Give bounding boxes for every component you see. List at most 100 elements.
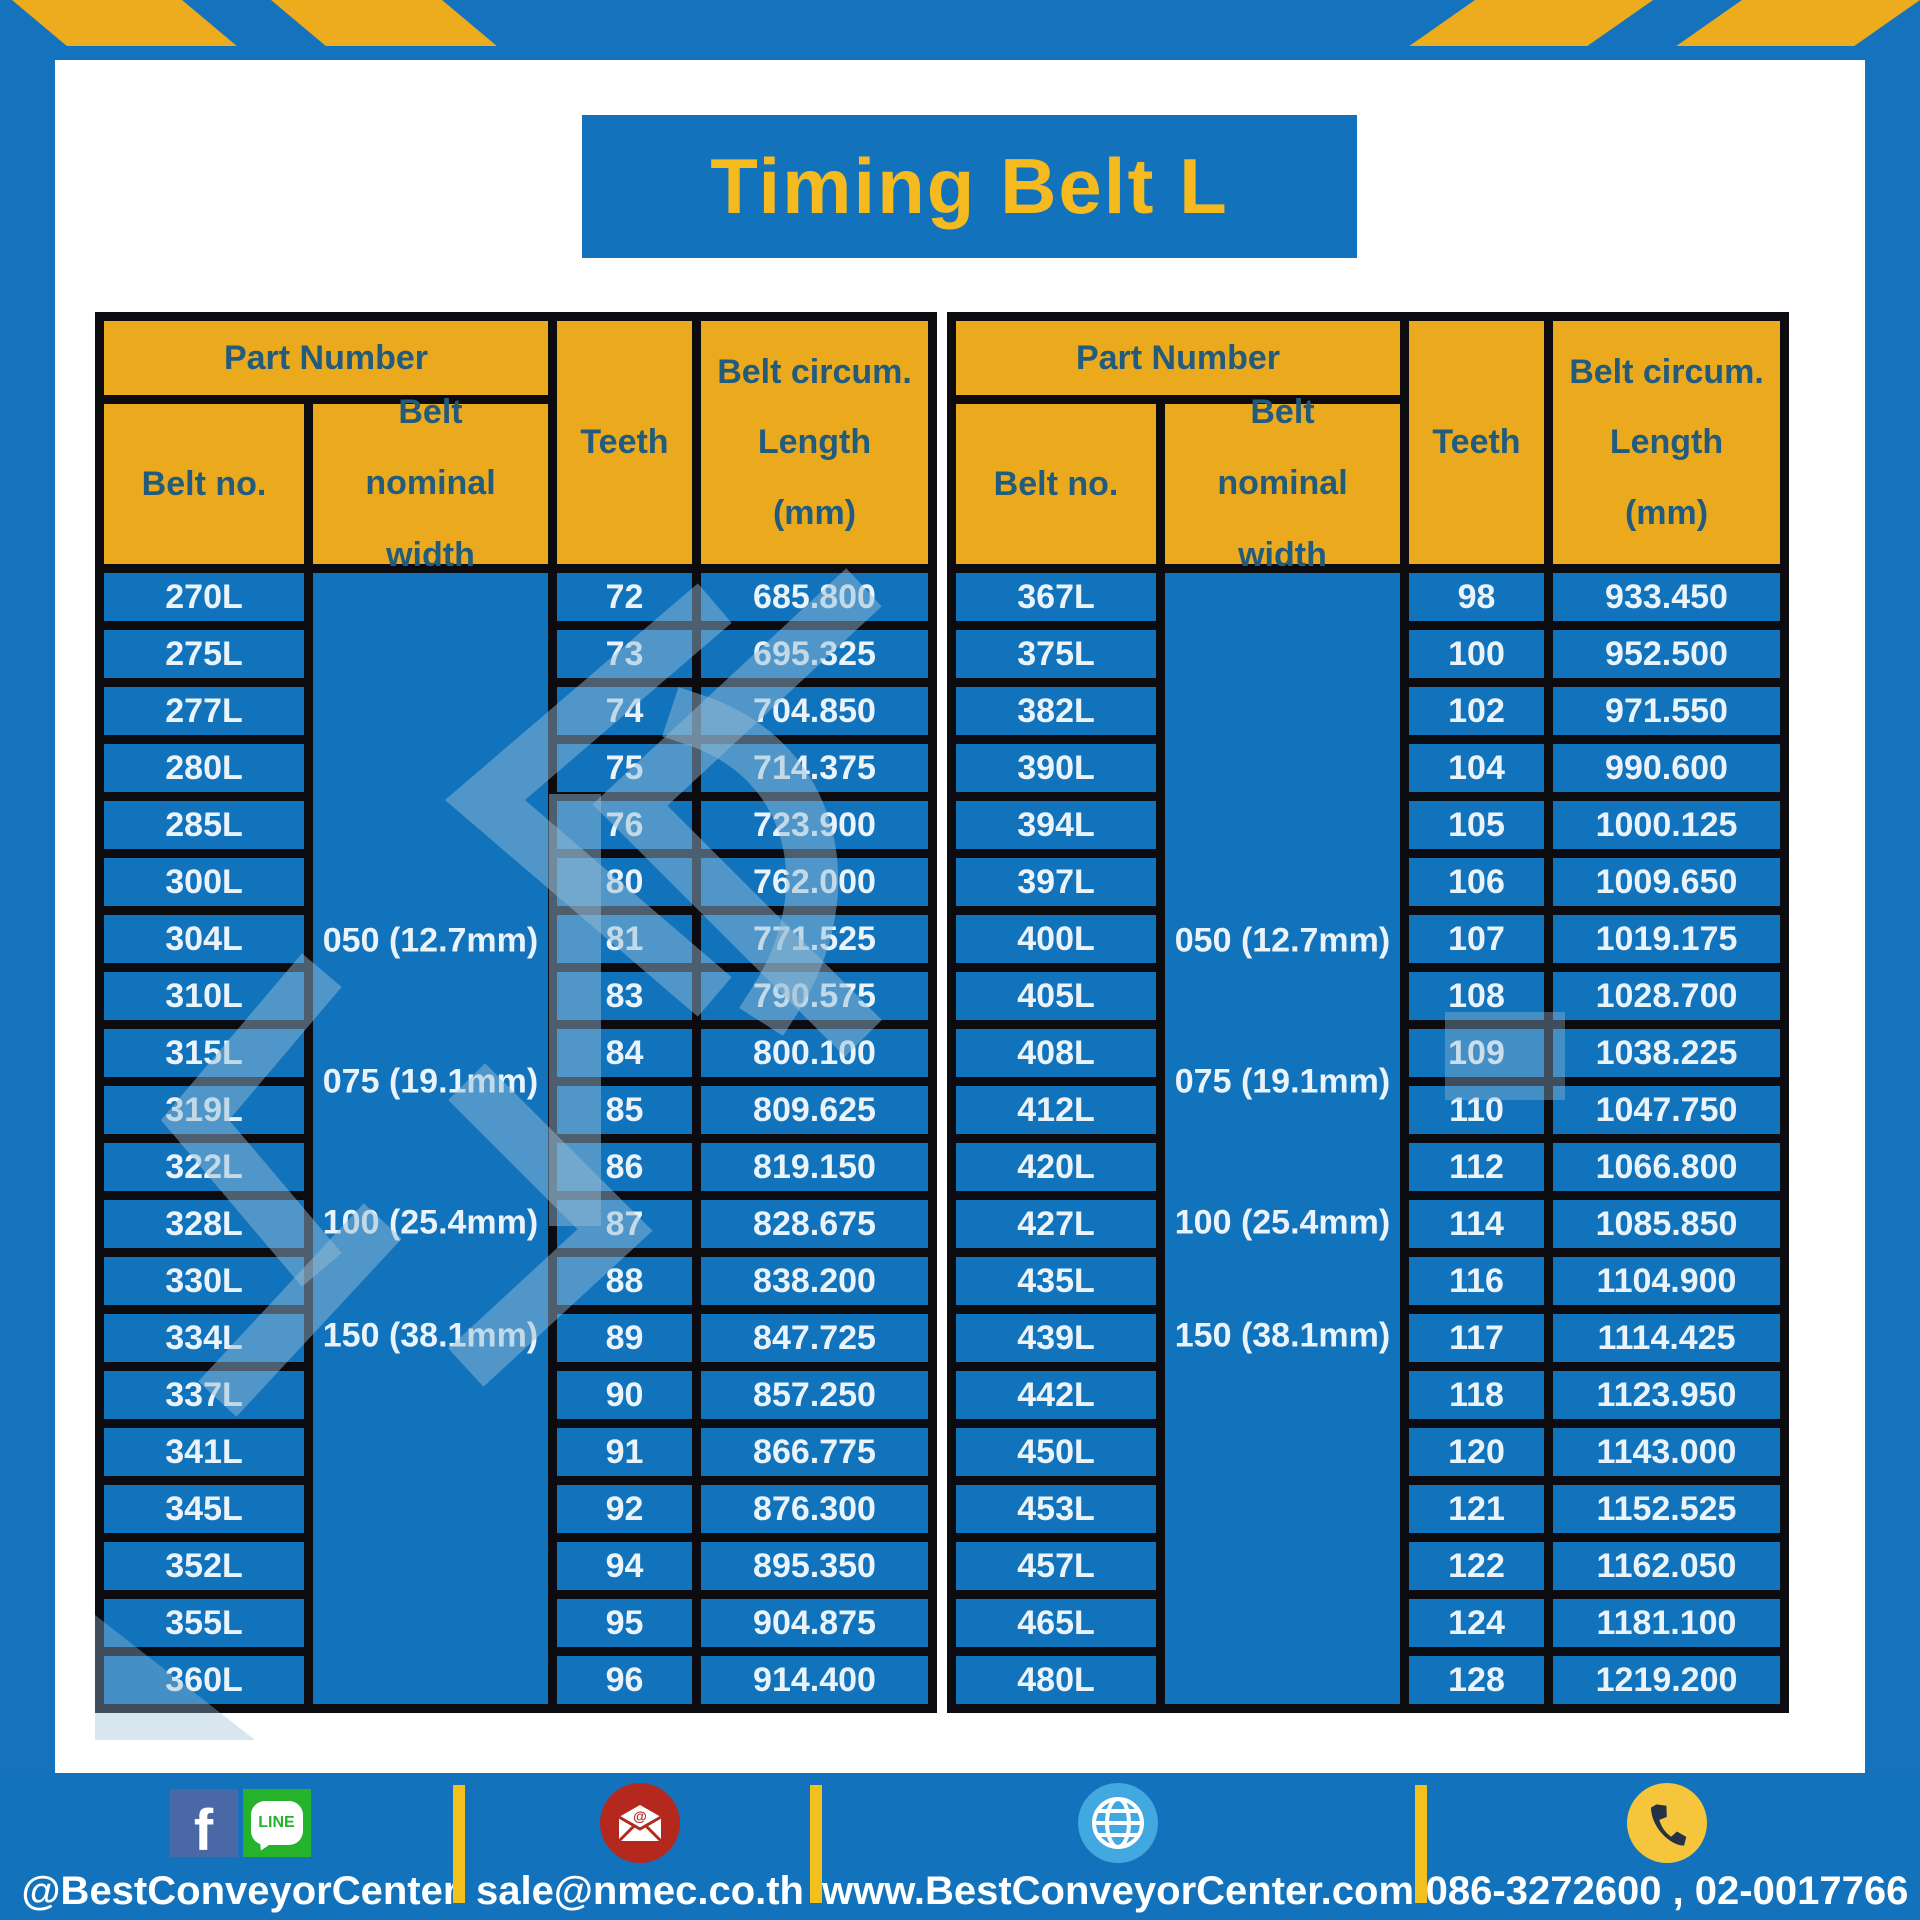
belt-width-value: 075 (19.1mm) xyxy=(322,1062,539,1101)
length-cell: 990.600 xyxy=(1553,744,1780,792)
belt-no-cell: 337L xyxy=(104,1371,304,1419)
belt-no-cell: 352L xyxy=(104,1542,304,1590)
header-part-number: Part Number xyxy=(956,321,1400,395)
teeth-cell: 102 xyxy=(1409,687,1544,735)
line-bubble-text: LINE xyxy=(250,1801,303,1845)
length-cell: 1009.650 xyxy=(1553,858,1780,906)
teeth-cell: 85 xyxy=(557,1086,692,1134)
email-icon: @ xyxy=(600,1783,680,1863)
teeth-cell: 122 xyxy=(1409,1542,1544,1590)
belt-no-cell: 390L xyxy=(956,744,1156,792)
belt-no-cell: 382L xyxy=(956,687,1156,735)
belt-no-cell: 453L xyxy=(956,1485,1156,1533)
teeth-cell: 109 xyxy=(1409,1029,1544,1077)
teeth-cell: 106 xyxy=(1409,858,1544,906)
teeth-cell: 87 xyxy=(557,1200,692,1248)
length-cell: 762.000 xyxy=(701,858,928,906)
belt-no-cell: 304L xyxy=(104,915,304,963)
length-cell: 1114.425 xyxy=(1553,1314,1780,1362)
footer-social-icons: f LINE xyxy=(169,1783,311,1863)
facebook-icon: f xyxy=(169,1789,238,1863)
timing-belt-table-right: Part Number Belt no. Belt nominal width … xyxy=(947,312,1789,1713)
belt-width-merged-cell: 050 (12.7mm) 075 (19.1mm) 100 (25.4mm) 150 … xyxy=(313,573,548,1704)
length-cell: 866.775 xyxy=(701,1428,928,1476)
header-circum-line3: (mm) xyxy=(772,493,857,532)
teeth-cell: 92 xyxy=(557,1485,692,1533)
belt-no-cell: 280L xyxy=(104,744,304,792)
length-cell: 895.350 xyxy=(701,1542,928,1590)
footer-phone-icons xyxy=(1627,1783,1707,1863)
teeth-cell: 100 xyxy=(1409,630,1544,678)
header-circum-line2: Length xyxy=(757,423,872,461)
header-circum-line1: Belt circum. xyxy=(1569,352,1764,391)
teeth-cell: 88 xyxy=(557,1257,692,1305)
belt-no-cell: 412L xyxy=(956,1086,1156,1134)
spec-tables: Part Number Belt no. Belt nominal width … xyxy=(95,312,1789,1713)
belt-width-value: 100 (25.4mm) xyxy=(1174,1203,1391,1242)
belt-no-cell: 375L xyxy=(956,630,1156,678)
length-cell: 771.525 xyxy=(701,915,928,963)
length-cell: 1000.125 xyxy=(1553,801,1780,849)
length-cell: 857.250 xyxy=(701,1371,928,1419)
footer-divider xyxy=(453,1785,465,1903)
belt-no-cell: 427L xyxy=(956,1200,1156,1248)
phone-icon xyxy=(1627,1783,1707,1863)
length-cell: 914.400 xyxy=(701,1656,928,1704)
belt-no-cell: 465L xyxy=(956,1599,1156,1647)
length-cell: 790.575 xyxy=(701,972,928,1020)
phone-numbers: 086-3272600 , 02-0017766 xyxy=(1425,1869,1909,1913)
belt-no-cell: 270L xyxy=(104,573,304,621)
header-belt-no: Belt no. xyxy=(104,404,304,564)
social-handle: @BestConveyorCenter xyxy=(21,1869,459,1913)
teeth-cell: 81 xyxy=(557,915,692,963)
belt-no-cell: 345L xyxy=(104,1485,304,1533)
belt-no-cell: 341L xyxy=(104,1428,304,1476)
header-belt-nominal-width: Belt nominal width xyxy=(1165,393,1400,574)
teeth-cell: 104 xyxy=(1409,744,1544,792)
belt-no-cell: 394L xyxy=(956,801,1156,849)
footer-divider xyxy=(810,1785,822,1903)
header-part-number: Part Number xyxy=(104,321,548,395)
teeth-cell: 76 xyxy=(557,801,692,849)
belt-no-cell: 420L xyxy=(956,1143,1156,1191)
hazard-stripe xyxy=(1409,0,1653,46)
belt-no-cell: 439L xyxy=(956,1314,1156,1362)
length-cell: 933.450 xyxy=(1553,573,1780,621)
teeth-cell: 94 xyxy=(557,1542,692,1590)
teeth-cell: 116 xyxy=(1409,1257,1544,1305)
belt-no-cell: 480L xyxy=(956,1656,1156,1704)
length-cell: 1047.750 xyxy=(1553,1086,1780,1134)
header-circum-line2: Length xyxy=(1609,423,1724,461)
content-sheet: Timing Belt L Part Number Belt no. Belt … xyxy=(55,60,1865,1773)
teeth-cell: 86 xyxy=(557,1143,692,1191)
belt-no-cell: 435L xyxy=(956,1257,1156,1305)
header-belt-circum: Belt circum. Length (mm) xyxy=(701,321,928,564)
footer-website-icons xyxy=(1078,1783,1158,1863)
globe-icon xyxy=(1078,1783,1158,1863)
teeth-cell: 124 xyxy=(1409,1599,1544,1647)
teeth-cell: 73 xyxy=(557,630,692,678)
belt-no-cell: 367L xyxy=(956,573,1156,621)
length-cell: 704.850 xyxy=(701,687,928,735)
belt-no-cell: 285L xyxy=(104,801,304,849)
teeth-cell: 110 xyxy=(1409,1086,1544,1134)
header-belt-circum: Belt circum. Length (mm) xyxy=(1553,321,1780,564)
belt-width-value: 150 (38.1mm) xyxy=(322,1316,539,1355)
website-url: www.BestConveyorCenter.com xyxy=(822,1869,1415,1913)
belt-no-cell: 275L xyxy=(104,630,304,678)
length-cell: 1123.950 xyxy=(1553,1371,1780,1419)
belt-no-cell: 277L xyxy=(104,687,304,735)
belt-no-cell: 408L xyxy=(956,1029,1156,1077)
header-belt-nominal-width: Belt nominal width xyxy=(313,393,548,574)
belt-width-value: 050 (12.7mm) xyxy=(322,921,539,960)
belt-no-cell: 315L xyxy=(104,1029,304,1077)
length-cell: 1219.200 xyxy=(1553,1656,1780,1704)
footer-phone-group: 086-3272600 , 02-0017766 xyxy=(1426,1783,1908,1914)
teeth-cell: 80 xyxy=(557,858,692,906)
length-cell: 714.375 xyxy=(701,744,928,792)
header-teeth: Teeth xyxy=(557,321,692,564)
footer-email-icons: @ xyxy=(600,1783,680,1863)
length-cell: 819.150 xyxy=(701,1143,928,1191)
teeth-cell: 84 xyxy=(557,1029,692,1077)
belt-no-cell: 450L xyxy=(956,1428,1156,1476)
